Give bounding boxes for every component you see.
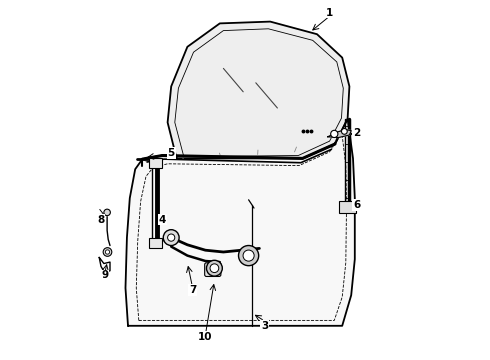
Text: 3: 3 [261,321,269,331]
Text: 6: 6 [353,200,360,210]
Circle shape [342,129,347,134]
Circle shape [239,246,259,266]
Text: 2: 2 [353,128,360,138]
Circle shape [210,264,219,273]
Text: 8: 8 [98,215,105,225]
Polygon shape [125,119,355,326]
Circle shape [163,230,179,246]
Circle shape [104,209,110,216]
FancyBboxPatch shape [149,158,162,168]
Circle shape [168,234,175,241]
FancyBboxPatch shape [339,201,356,213]
Text: 4: 4 [158,215,166,225]
Polygon shape [328,130,351,138]
Circle shape [331,130,338,138]
Circle shape [103,248,112,256]
Text: 1: 1 [326,8,333,18]
Text: 7: 7 [189,285,196,295]
Text: 9: 9 [101,270,108,280]
FancyBboxPatch shape [205,263,221,276]
Text: 5: 5 [168,148,175,158]
Text: 10: 10 [198,332,213,342]
Circle shape [105,250,110,254]
Circle shape [243,250,254,261]
Circle shape [206,260,222,276]
Polygon shape [168,22,349,158]
FancyBboxPatch shape [149,238,162,248]
